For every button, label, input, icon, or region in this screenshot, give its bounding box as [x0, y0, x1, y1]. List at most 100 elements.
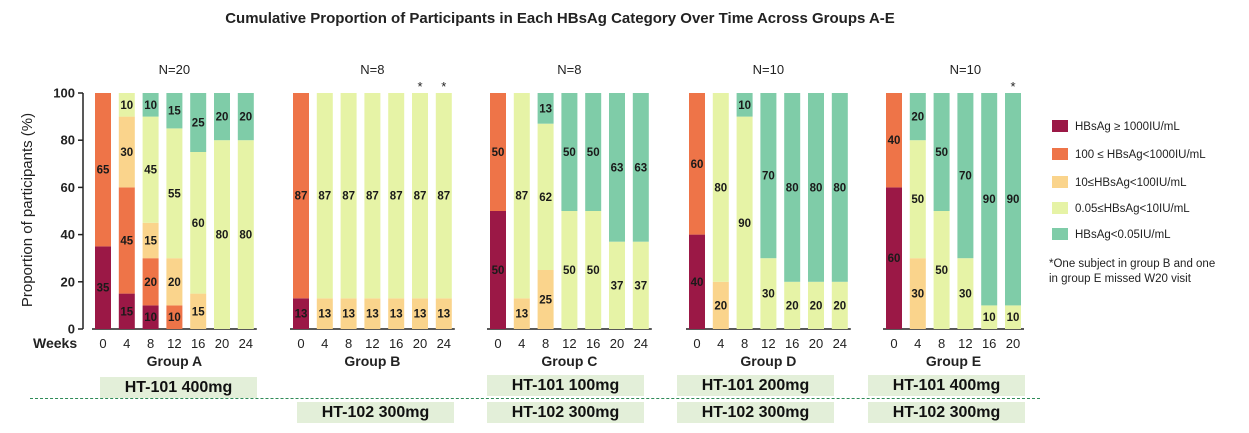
x-tick-label: 0 — [99, 336, 106, 351]
bar-value-label: 50 — [492, 265, 505, 277]
bar-value-label: 13 — [342, 309, 355, 321]
bar-value-label: 60 — [192, 218, 205, 230]
bar-segment — [784, 281, 801, 329]
bar-segment — [142, 116, 159, 223]
x-tick-label: 0 — [693, 336, 700, 351]
missed-visit-asterisk: * — [1010, 79, 1015, 94]
bar-segment — [957, 93, 974, 259]
bar-segment — [435, 298, 452, 329]
x-tick-label: 4 — [518, 336, 525, 351]
dose-label-group-a-ht101: HT-101 400mg — [100, 377, 257, 398]
bar-value-label: 70 — [762, 171, 775, 183]
bar-segment — [609, 93, 625, 242]
bar-segment — [364, 93, 381, 299]
bar-segment — [784, 93, 801, 282]
bar-segment — [142, 258, 159, 306]
bar-value-label: 60 — [888, 253, 901, 265]
bar-segment — [118, 293, 135, 329]
missed-visit-asterisk: * — [441, 79, 446, 94]
legend-label: HBsAg ≥ 1000IU/mL — [1075, 121, 1180, 133]
x-tick-label: 4 — [123, 336, 130, 351]
bar-value-label: 50 — [587, 147, 600, 159]
bar-value-label: 10 — [120, 100, 133, 112]
bar-value-label: 20 — [833, 300, 846, 312]
bar-value-label: 55 — [168, 188, 181, 200]
y-tick-label: 40 — [61, 227, 75, 242]
x-tick-label: 12 — [365, 336, 379, 351]
bar-segment — [933, 93, 950, 211]
bar-segment — [490, 93, 506, 211]
bar-segment — [933, 211, 950, 329]
bar-segment — [831, 281, 848, 329]
bar-segment — [981, 305, 998, 329]
x-tick-label: 4 — [717, 336, 724, 351]
dose-label-group-d-ht102: HT-102 300mg — [677, 402, 834, 423]
bar-value-label: 62 — [539, 192, 552, 204]
x-tick-label: 20 — [809, 336, 823, 351]
legend-swatch — [1052, 228, 1068, 240]
legend-label: HBsAg<0.05IU/mL — [1075, 229, 1171, 241]
bar-value-label: 35 — [97, 283, 110, 295]
x-tick-label: 8 — [938, 336, 945, 351]
bar-value-label: 80 — [810, 182, 823, 194]
legend-swatch — [1052, 120, 1068, 132]
bar-value-label: 13 — [318, 309, 331, 321]
bar-value-label: 20 — [714, 300, 727, 312]
bar-value-label: 20 — [216, 112, 229, 124]
bar-value-label: 20 — [911, 112, 924, 124]
bar-value-label: 13 — [414, 309, 427, 321]
bar-value-label: 13 — [390, 309, 403, 321]
bar-value-label: 30 — [959, 289, 972, 301]
bar-segment — [585, 93, 602, 211]
bar-value-label: 15 — [144, 236, 157, 248]
bar-value-label: 87 — [366, 191, 379, 203]
bar-segment — [490, 211, 506, 329]
bar-value-label: 45 — [144, 165, 157, 177]
bar-segment — [237, 93, 254, 141]
x-tick-label: 20 — [1006, 336, 1020, 351]
chart-title: Cumulative Proportion of Participants in… — [225, 10, 895, 27]
bar-segment — [166, 305, 183, 329]
group-n-label: N=8 — [360, 62, 384, 77]
bar-value-label: 30 — [911, 289, 924, 301]
legend-swatch — [1052, 176, 1068, 188]
footnote-line-2: in group E missed W20 visit — [1049, 273, 1192, 285]
bar-segment — [712, 281, 729, 329]
bar-value-label: 37 — [611, 280, 624, 292]
x-tick-label: 16 — [389, 336, 403, 351]
bar-segment — [190, 152, 207, 294]
bar-value-label: 80 — [833, 182, 846, 194]
bar-segment — [118, 187, 135, 294]
bar-segment — [537, 93, 554, 124]
bar-segment — [142, 93, 159, 117]
x-tick-label: 24 — [239, 336, 253, 351]
legend: HBsAg ≥ 1000IU/mL 100 ≤ HBsAg<1000IU/mL 10… — [1052, 120, 1206, 241]
bar-value-label: 80 — [216, 230, 229, 242]
bar-value-label: 87 — [295, 191, 308, 203]
bar-value-label: 20 — [810, 300, 823, 312]
bar-segment — [142, 305, 159, 329]
dose-label-group-c-ht101: HT-101 100mg — [487, 375, 644, 396]
bar-value-label: 87 — [437, 191, 450, 203]
group-label: Group C — [541, 353, 597, 369]
bar-segment — [1005, 305, 1021, 329]
x-tick-label: 0 — [494, 336, 501, 351]
bar-segment — [981, 93, 998, 306]
bar-segment — [736, 116, 753, 329]
bar-segment — [166, 258, 183, 306]
bar-value-label: 10 — [983, 312, 996, 324]
bar-value-label: 50 — [935, 265, 948, 277]
x-tick-label: 20 — [610, 336, 624, 351]
bar-value-label: 50 — [563, 147, 576, 159]
bar-value-label: 13 — [539, 103, 552, 115]
dose-label-group-e-ht102: HT-102 300mg — [868, 402, 1025, 423]
bar-value-label: 70 — [959, 171, 972, 183]
bar-segment — [689, 234, 705, 329]
y-tick-label: 20 — [61, 274, 75, 289]
bar-segment — [316, 93, 333, 299]
bar-segment — [364, 298, 381, 329]
bar-segment — [412, 298, 428, 329]
bar-value-label: 20 — [786, 300, 799, 312]
bar-segment — [293, 93, 309, 299]
